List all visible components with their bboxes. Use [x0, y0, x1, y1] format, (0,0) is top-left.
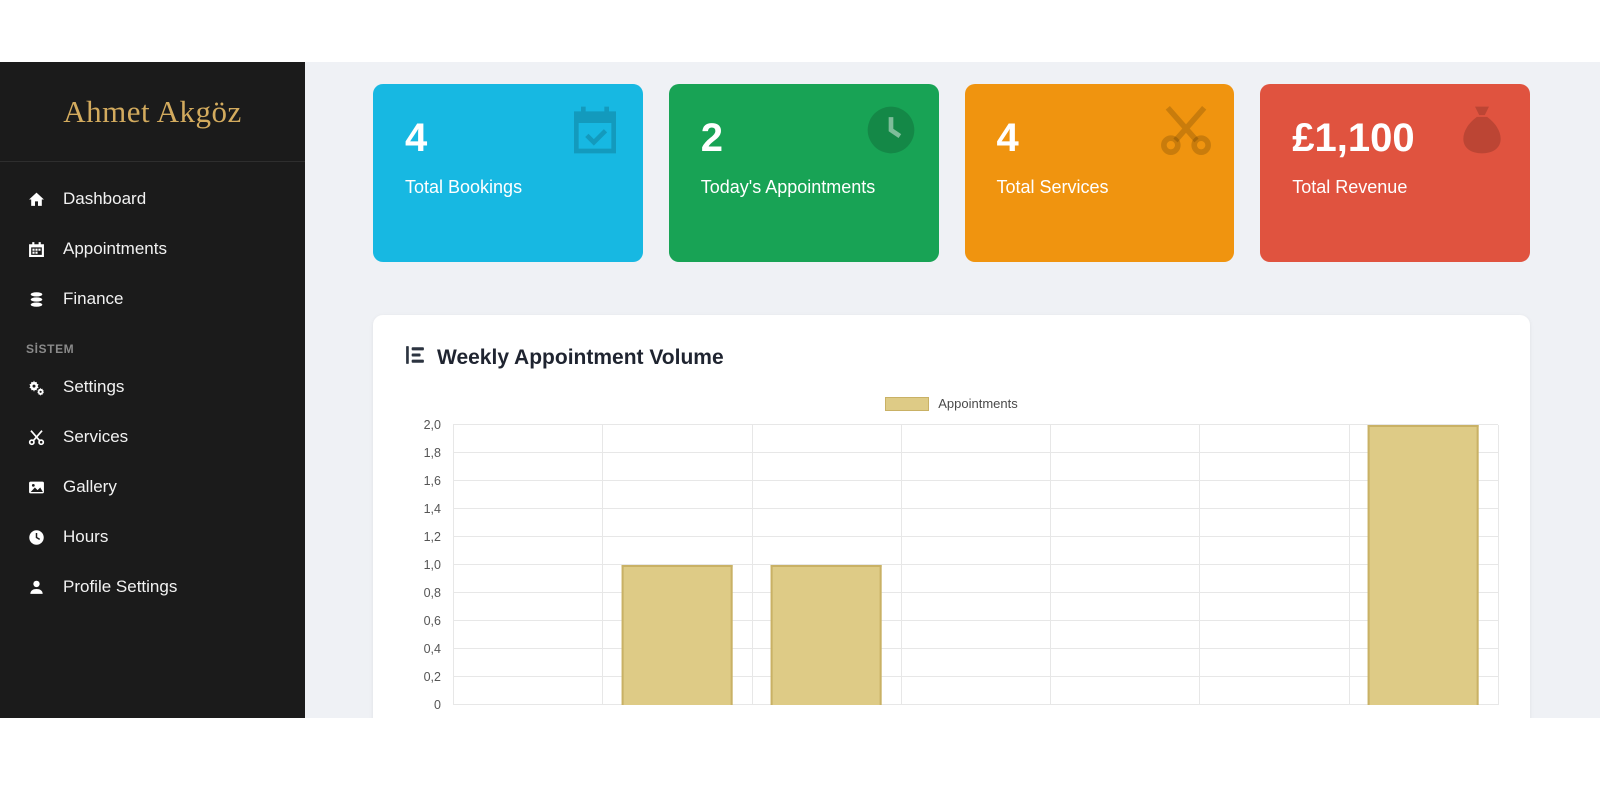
gridline-horizontal	[453, 424, 1498, 425]
stat-value: 4	[996, 116, 1019, 160]
money-bag-icon	[1454, 102, 1510, 158]
y-tick-label: 0,8	[423, 586, 441, 600]
gridline-horizontal	[453, 676, 1498, 677]
stat-label: Today's Appointments	[700, 177, 876, 197]
scissors-icon	[26, 428, 46, 446]
gridline-horizontal	[453, 648, 1498, 649]
chart-legend[interactable]: Appointments	[405, 396, 1498, 411]
y-tick-label: 2,0	[423, 418, 441, 432]
y-tick-label: 1,8	[423, 446, 441, 460]
gears-icon	[26, 378, 46, 396]
stat-card-total-revenue: £1,100 Total Revenue	[1260, 84, 1530, 262]
gridline-horizontal	[453, 508, 1498, 509]
calendar-check-icon	[567, 102, 623, 158]
gridline-vertical	[900, 425, 902, 705]
gridline-horizontal	[453, 592, 1498, 593]
stat-card-total-bookings: 4 Total Bookings	[373, 84, 643, 262]
chart-bar	[621, 565, 733, 705]
chart-card: Weekly Appointment Volume Appointments 0…	[373, 315, 1530, 718]
stat-card-total-services: 4 Total Services	[964, 84, 1235, 262]
gridline-vertical	[1199, 425, 1201, 705]
sidebar-item-label: Dashboard	[63, 189, 147, 208]
bar-chart-icon	[405, 345, 425, 370]
sidebar-item-label: Hours	[63, 527, 109, 546]
coins-icon	[26, 290, 46, 308]
gridline-vertical	[1498, 425, 1499, 705]
sidebar-menu: Dashboard Appointments Finance SİSTEM	[0, 162, 305, 612]
y-tick-label: 1,4	[423, 502, 441, 516]
gridline-vertical	[1348, 425, 1350, 705]
sidebar-item-profile-settings[interactable]: Profile Settings	[0, 562, 305, 612]
stat-cards: 4 Total Bookings 2 Today's Appointments …	[373, 84, 1530, 262]
sidebar-item-hours[interactable]: Hours	[0, 512, 305, 562]
gridline-vertical	[602, 425, 604, 705]
calendar-icon	[26, 240, 46, 258]
gridline-horizontal	[453, 452, 1498, 453]
gridline-horizontal	[453, 536, 1498, 537]
sidebar-section-label: SİSTEM	[26, 342, 75, 356]
clock-icon	[863, 102, 919, 158]
stat-value: £1,100	[1292, 116, 1415, 160]
main-content: 4 Total Bookings 2 Today's Appointments …	[305, 62, 1600, 718]
home-icon	[26, 190, 46, 208]
user-icon	[26, 578, 46, 596]
y-tick-label: 1,2	[423, 530, 441, 544]
chart-area: 0 0,2 0,4 0,6 0,8 1,0 1,2 1,4 1,6 1,8 2,0	[405, 418, 1499, 712]
sidebar-item-appointments[interactable]: Appointments	[0, 224, 305, 274]
chart-plot	[453, 424, 1499, 705]
stat-value: 4	[405, 116, 428, 160]
gridline-vertical	[453, 425, 454, 705]
sidebar-item-finance[interactable]: Finance	[0, 274, 305, 324]
y-tick-label: 0	[434, 698, 441, 712]
gridline-horizontal	[453, 704, 1498, 705]
top-bar	[0, 0, 1600, 62]
sidebar-item-gallery[interactable]: Gallery	[0, 462, 305, 512]
stat-label: Total Services	[996, 177, 1109, 197]
sidebar-item-label: Finance	[63, 289, 124, 308]
y-tick-label: 0,6	[423, 614, 441, 628]
scissors-icon	[1158, 102, 1214, 158]
sidebar-item-services[interactable]: Services	[0, 412, 305, 462]
y-tick-label: 0,4	[423, 642, 441, 656]
chart-bar	[1367, 425, 1479, 705]
stat-card-todays-appointments: 2 Today's Appointments	[668, 84, 939, 262]
sidebar-item-label: Profile Settings	[63, 577, 178, 596]
app-window: Ahmet Akgöz Dashboard Appointments Finan…	[0, 62, 1600, 718]
chart-title: Weekly Appointment Volume	[437, 345, 724, 369]
chart-header: Weekly Appointment Volume	[405, 345, 1498, 370]
gridline-horizontal	[453, 564, 1498, 565]
sidebar-item-label: Gallery	[63, 477, 117, 496]
sidebar-item-label: Settings	[63, 377, 125, 396]
image-icon	[26, 478, 46, 496]
stat-label: Total Bookings	[405, 177, 523, 197]
clock-icon	[26, 528, 46, 546]
y-tick-label: 1,6	[423, 474, 441, 488]
legend-swatch	[885, 396, 930, 411]
sidebar-item-label: Services	[63, 427, 129, 446]
gridline-vertical	[1050, 425, 1052, 705]
sidebar-item-label: Appointments	[63, 239, 167, 258]
chart-y-axis: 0 0,2 0,4 0,6 0,8 1,0 1,2 1,4 1,6 1,8 2,0	[405, 418, 453, 712]
legend-label: Appointments	[938, 396, 1018, 411]
y-tick-label: 0,2	[423, 670, 441, 684]
sidebar-item-settings[interactable]: Settings	[0, 362, 305, 412]
stat-value: 2	[700, 116, 723, 160]
brand-title: Ahmet Akgöz	[0, 62, 305, 162]
stat-label: Total Revenue	[1292, 177, 1408, 197]
gridline-horizontal	[453, 620, 1498, 621]
gridline-vertical	[751, 425, 753, 705]
gridline-horizontal	[453, 480, 1498, 481]
y-tick-label: 1,0	[423, 558, 441, 572]
chart-bar	[770, 565, 882, 705]
sidebar: Ahmet Akgöz Dashboard Appointments Finan…	[0, 62, 305, 718]
sidebar-item-dashboard[interactable]: Dashboard	[0, 174, 305, 224]
